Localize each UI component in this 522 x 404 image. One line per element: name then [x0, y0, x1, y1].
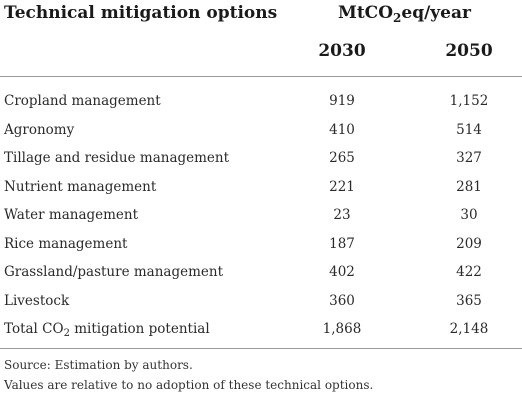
column-header-unit: MtCO2eq/year	[338, 3, 471, 25]
total-value-2050: 2,148	[449, 321, 489, 337]
unit-prefix: MtCO	[338, 3, 394, 23]
row-value-2030: 221	[329, 179, 355, 195]
row-label: Livestock	[4, 293, 70, 309]
row-label: Water management	[4, 207, 139, 223]
row-value-2030: 919	[329, 93, 355, 109]
row-value-2050: 422	[456, 264, 482, 280]
total-row: Total CO2 mitigation potential 1,868 2,1…	[0, 321, 522, 349]
table-row: Grassland/pasture management 402 422	[0, 264, 522, 292]
column-header-2050: 2050	[445, 41, 493, 61]
total-label: Total CO2 mitigation potential	[4, 321, 210, 339]
row-label: Rice management	[4, 236, 128, 252]
row-value-2030: 187	[329, 236, 355, 252]
row-value-2050: 1,152	[449, 93, 489, 109]
row-value-2050: 514	[456, 122, 482, 138]
unit-subscript: 2	[393, 11, 402, 25]
table-row: Agronomy 410 514	[0, 122, 522, 150]
row-value-2050: 281	[456, 179, 482, 195]
row-label: Grassland/pasture management	[4, 264, 223, 280]
row-label: Tillage and residue management	[4, 150, 230, 166]
row-value-2030: 265	[329, 150, 355, 166]
total-label-suffix: mitigation potential	[69, 321, 210, 337]
header-divider	[0, 76, 522, 77]
row-label: Agronomy	[4, 122, 75, 138]
column-header-2030: 2030	[318, 41, 366, 61]
row-value-2050: 365	[456, 293, 482, 309]
total-value-2030: 1,868	[322, 321, 362, 337]
unit-suffix: eq/year	[401, 3, 471, 23]
row-value-2030: 402	[329, 264, 355, 280]
table-row: Cropland management 919 1,152	[0, 93, 522, 121]
total-label-prefix: Total CO	[4, 321, 64, 337]
row-value-2030: 360	[329, 293, 355, 309]
table-row: Rice management 187 209	[0, 236, 522, 264]
values-note: Values are relative to no adoption of th…	[4, 378, 374, 392]
column-header-options: Technical mitigation options	[4, 3, 278, 23]
row-label: Cropland management	[4, 93, 161, 109]
row-value-2050: 327	[456, 150, 482, 166]
footer-divider	[0, 348, 522, 349]
row-value-2050: 30	[460, 207, 478, 223]
table-row: Tillage and residue management 265 327	[0, 150, 522, 178]
table-row: Water management 23 30	[0, 207, 522, 235]
row-value-2030: 23	[333, 207, 351, 223]
total-label-subscript: 2	[63, 328, 70, 339]
table-row: Livestock 360 365	[0, 293, 522, 321]
source-note: Source: Estimation by authors.	[4, 358, 193, 372]
row-value-2050: 209	[456, 236, 482, 252]
table-row: Nutrient management 221 281	[0, 179, 522, 207]
row-value-2030: 410	[329, 122, 355, 138]
row-label: Nutrient management	[4, 179, 157, 195]
